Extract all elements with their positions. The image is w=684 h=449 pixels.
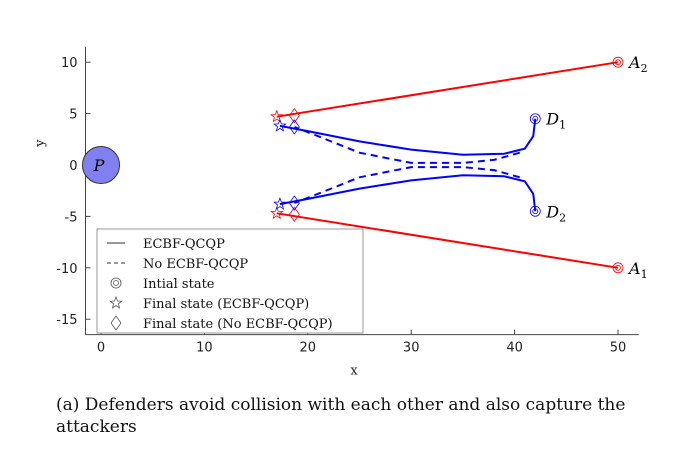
- agent-label: A2: [627, 53, 648, 75]
- final-state-ecbf-marker: [273, 196, 287, 210]
- initial-state-marker: [612, 56, 624, 68]
- y-tick-label: -10: [56, 262, 77, 277]
- protected-region-label: P: [93, 156, 105, 175]
- x-tick-label: 0: [97, 341, 105, 356]
- legend-box: [96, 228, 364, 334]
- series-line-1: [276, 212, 619, 269]
- initial-state-marker: [612, 262, 624, 274]
- legend-entry: Intial state: [143, 277, 215, 292]
- y-tick-label: 10: [61, 56, 78, 71]
- series-line-0: [276, 61, 619, 118]
- final-state-ecbf-marker: [270, 109, 284, 123]
- y-axis-label: y: [33, 139, 48, 148]
- legend-entry: Final state (ECBF-QCQP): [143, 297, 309, 312]
- legend-symbol-initial-inner: [113, 280, 119, 286]
- final-state-no-ecbf-marker: [288, 107, 300, 124]
- final-state-no-ecbf-marker: [288, 206, 300, 223]
- final-state-no-ecbf-marker: [288, 119, 300, 135]
- initial-state-marker-inner: [615, 59, 621, 66]
- x-tick-label: 10: [196, 341, 213, 356]
- final-state-ecbf-marker: [273, 118, 287, 132]
- x-tick-label: 20: [300, 341, 317, 356]
- legend-entry: No ECBF-QCQP: [143, 257, 248, 272]
- initial-state-marker: [529, 205, 541, 217]
- y-tick-label: -5: [65, 210, 78, 225]
- protected-region: [81, 145, 121, 185]
- legend-symbol-star: [109, 295, 123, 309]
- initial-state-marker-inner: [532, 115, 539, 122]
- y-tick-label: 5: [69, 108, 77, 123]
- agent-label: A1: [627, 259, 648, 281]
- initial-state-marker-inner: [615, 264, 621, 271]
- legend-symbol-diamond: [110, 315, 122, 331]
- legend-symbol-initial: [110, 277, 122, 289]
- x-axis-label: x: [350, 364, 358, 379]
- legend-entry: ECBF-QCQP: [143, 237, 225, 252]
- agent-label: D1: [545, 110, 566, 132]
- y-tick-label: 0: [69, 159, 77, 174]
- final-state-no-ecbf-marker: [288, 195, 300, 211]
- x-tick-label: 50: [610, 341, 627, 356]
- series-line-3: [279, 174, 537, 212]
- figure-caption: (a) Defenders avoid collision with each …: [56, 395, 626, 437]
- agent-label: D2: [545, 202, 566, 224]
- series-line-4: [294, 126, 521, 164]
- x-tick-label: 40: [506, 341, 523, 356]
- series-line-5: [294, 166, 521, 204]
- y-tick-label: -15: [56, 313, 77, 328]
- x-tick-label: 30: [403, 341, 420, 356]
- legend-entry: Final state (No ECBF-QCQP): [143, 317, 333, 332]
- series-line-2: [279, 118, 537, 156]
- initial-state-marker: [529, 113, 541, 125]
- initial-state-marker-inner: [532, 208, 539, 215]
- final-state-ecbf-marker: [270, 206, 284, 220]
